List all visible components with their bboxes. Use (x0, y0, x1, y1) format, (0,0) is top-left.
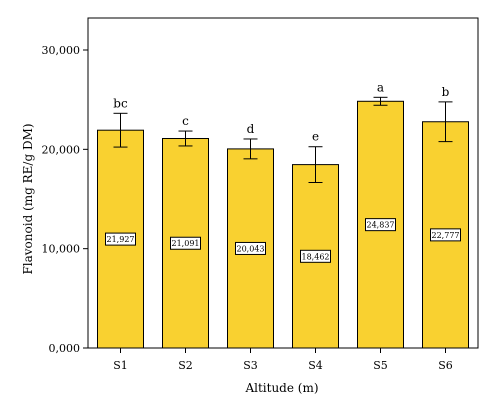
x-tick-label-s4: S4 (308, 359, 323, 372)
value-label-text: 18,462 (302, 252, 330, 261)
bars-group (97, 100, 469, 349)
x-axis-group: S1 S2 S3 S4 S5 S6 (113, 348, 453, 372)
value-label-box (105, 232, 136, 246)
value-label-text: 21,927 (107, 235, 135, 244)
significance-letter-s1: bc (113, 96, 128, 110)
x-tick-label-s3: S3 (243, 359, 258, 372)
value-label-box (430, 228, 461, 242)
x-axis-title: Altitude (m) (244, 381, 318, 395)
value-label-s4: 18,462 (300, 249, 331, 263)
value-labels-group: 21,927 21,091 20,043 18,462 24,837 22,777 (105, 218, 461, 263)
error-bars-group (113, 96, 453, 183)
value-label-box (235, 241, 266, 255)
x-tick-label-s5: S5 (373, 359, 388, 372)
value-label-s5: 24,837 (365, 218, 396, 232)
plot-frame (87, 17, 479, 349)
significance-letter-s6: b (442, 85, 450, 99)
x-tick-label-s1: S1 (113, 359, 128, 372)
value-label-text: 20,043 (237, 244, 265, 253)
y-tick-label: 10,000 (42, 243, 81, 256)
value-label-text: 22,777 (432, 231, 460, 240)
significance-letter-s4: e (312, 130, 319, 144)
value-label-s6: 22,777 (430, 228, 461, 242)
value-label-s3: 20,043 (235, 241, 266, 255)
value-label-s2: 21,091 (170, 236, 201, 250)
y-axis-title: Flavonoid (mg RE/g DM) (21, 123, 35, 274)
significance-letter-s5: a (377, 80, 384, 94)
x-tick-label-s2: S2 (178, 359, 193, 372)
value-label-box (300, 249, 331, 263)
significance-letter-s3: d (247, 122, 255, 136)
value-label-text: 24,837 (367, 221, 395, 230)
plot-frame-group (87, 17, 479, 349)
significance-letters-group: bc c d e a b (113, 80, 449, 143)
y-tick-label: 30,000 (42, 44, 81, 57)
x-tick-label-s6: S6 (438, 359, 453, 372)
value-label-box (365, 218, 396, 232)
value-label-s1: 21,927 (105, 232, 136, 246)
y-axis-group: 0,000 10,000 20,000 30,000 (42, 44, 88, 355)
value-label-text: 21,091 (172, 239, 200, 248)
significance-letter-s2: c (182, 114, 189, 128)
y-tick-label: 0,000 (49, 342, 81, 355)
y-tick-label: 20,000 (42, 143, 81, 156)
value-label-box (170, 236, 201, 250)
